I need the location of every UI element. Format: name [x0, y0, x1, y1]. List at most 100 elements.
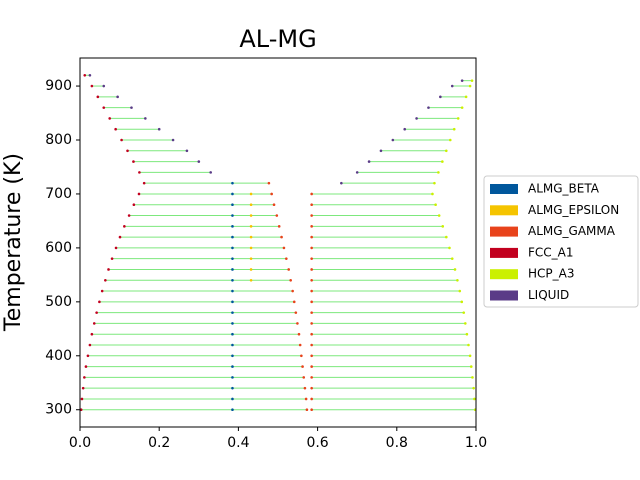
phase-point: [90, 332, 94, 336]
phase-point: [249, 192, 253, 196]
phase-point: [310, 246, 313, 250]
phase-point: [209, 171, 212, 174]
phase-point: [464, 95, 468, 99]
plot-frame: [79, 57, 477, 428]
phase-point: [473, 397, 476, 401]
legend-label: FCC_A1: [528, 245, 574, 259]
phase-point: [231, 246, 234, 250]
phase-point: [83, 73, 87, 77]
phase-point: [104, 278, 107, 282]
legend-swatch: [490, 226, 518, 237]
phase-point: [294, 311, 298, 314]
phase-point: [464, 322, 467, 325]
phase-point: [310, 408, 313, 412]
phase-point: [310, 257, 313, 260]
phase-point: [114, 246, 118, 250]
phase-point: [231, 311, 234, 314]
phase-point: [310, 214, 313, 217]
phase-point: [142, 181, 146, 185]
legend-swatch: [490, 205, 518, 216]
phase-point: [433, 181, 436, 185]
chart-title: AL-MG: [239, 25, 316, 53]
phase-point: [79, 408, 83, 412]
phase-point: [231, 192, 234, 196]
phase-point: [120, 138, 123, 142]
phase-point: [445, 235, 448, 239]
phase-point: [287, 268, 290, 271]
phase-point: [86, 354, 90, 358]
phase-point: [431, 192, 434, 196]
phase-point: [267, 181, 271, 185]
phase-point: [231, 365, 234, 368]
phase-point: [272, 203, 276, 207]
phase-point: [100, 289, 104, 293]
phase-point: [90, 84, 94, 88]
phase-point: [310, 311, 313, 314]
phase-point: [275, 214, 279, 217]
phase-point: [460, 106, 464, 109]
phase-point: [304, 397, 308, 401]
phase-point: [127, 214, 131, 217]
phase-point: [305, 408, 309, 412]
phase-point: [96, 95, 100, 99]
y-tick-label: 800: [45, 132, 72, 148]
phase-point: [249, 225, 253, 228]
phase-point: [468, 354, 472, 358]
x-tick-label: 0.8: [386, 435, 408, 451]
phase-point: [310, 343, 313, 347]
phase-point: [231, 376, 234, 379]
phase-point: [231, 225, 234, 228]
phase-point: [450, 84, 454, 88]
phase-point: [303, 386, 307, 390]
phase-point: [92, 322, 96, 325]
phase-point: [379, 149, 383, 153]
phase-point: [289, 278, 292, 282]
phase-point: [300, 354, 303, 358]
phase-point: [471, 376, 474, 379]
phase-point: [98, 300, 101, 304]
phase-point: [472, 386, 475, 390]
phase-point: [88, 73, 92, 77]
legend-swatch: [490, 247, 518, 258]
phase-point: [460, 79, 464, 82]
phase-point: [310, 397, 313, 401]
phase-point: [367, 160, 371, 163]
phase-point: [231, 181, 234, 185]
phase-point: [310, 354, 313, 358]
legend-box: [483, 175, 639, 308]
phase-point: [231, 397, 234, 401]
phase-point: [448, 138, 452, 142]
phase-point: [456, 278, 459, 282]
phase-point: [231, 235, 234, 239]
phase-point: [84, 365, 88, 368]
phase-point: [427, 106, 430, 109]
phase-point: [452, 127, 456, 131]
phase-point: [102, 106, 106, 109]
phase-point: [108, 117, 111, 120]
phase-point: [434, 203, 437, 207]
phase-point: [270, 192, 273, 196]
x-tick-label: 0.6: [306, 435, 328, 451]
y-tick-label: 300: [45, 402, 72, 418]
phase-point: [231, 354, 234, 358]
phase-point: [231, 214, 234, 217]
phase-point: [114, 127, 117, 131]
phase-point: [310, 332, 313, 336]
phase-point: [448, 246, 451, 250]
phase-point: [310, 235, 313, 239]
phase-point: [302, 376, 306, 379]
phase-point: [83, 376, 86, 379]
phase-point: [249, 246, 253, 250]
phase-point: [231, 278, 234, 282]
legend-label: LIQUID: [528, 288, 569, 302]
phase-point: [249, 235, 253, 239]
legend-label: ALMG_BETA: [528, 182, 600, 196]
phase-point: [231, 332, 234, 336]
phase-point: [291, 289, 294, 293]
phase-point: [468, 84, 472, 88]
phase-point: [355, 171, 359, 174]
phase-point: [298, 343, 302, 347]
phase-point: [285, 257, 288, 260]
phase-point: [310, 225, 313, 228]
